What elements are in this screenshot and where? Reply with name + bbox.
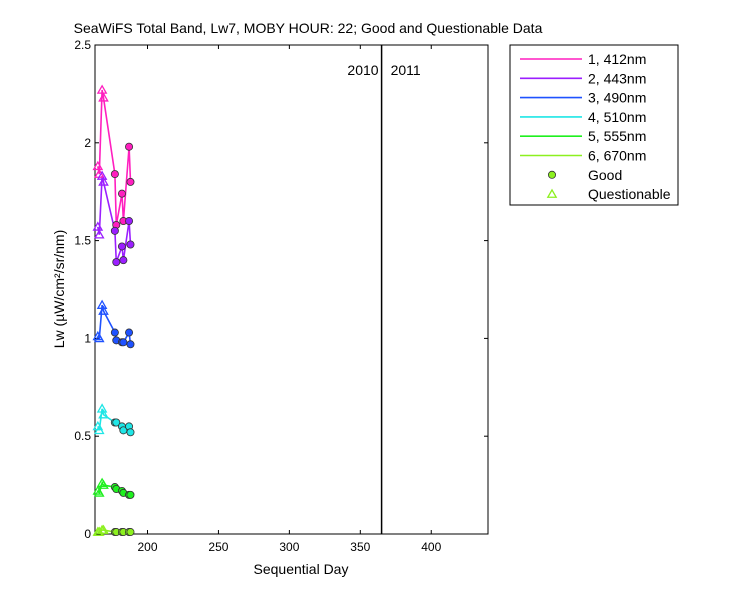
data-point-questionable (92, 160, 104, 171)
data-point-good (126, 528, 135, 537)
data-point-good (125, 328, 134, 337)
data-point-good (119, 256, 128, 265)
data-point-good (126, 340, 135, 349)
y-tick-label: 0.5 (74, 429, 91, 443)
x-tick-label: 200 (137, 540, 157, 554)
data-point-good (110, 226, 119, 235)
legend-label-good: Good (588, 167, 622, 183)
data-point-good (126, 428, 135, 437)
data-point-good (126, 490, 135, 499)
series-line-2 (97, 175, 132, 263)
y-tick-label: 1.5 (74, 234, 91, 248)
data-point-questionable (93, 487, 105, 497)
data-point-questionable (98, 305, 109, 315)
data-point-questionable (93, 424, 105, 435)
data-point-questionable (93, 229, 105, 239)
data-point-questionable (93, 526, 105, 536)
legend-label-1: 1, 412nm (588, 51, 646, 67)
legend-marker-questionable (546, 188, 558, 198)
y-axis-label: Lw (µW/cm²/sr/nm) (51, 230, 67, 349)
legend-label-questionable: Questionable (588, 186, 671, 202)
year-label-2010: 2010 (347, 62, 378, 78)
legend-box (509, 44, 679, 206)
legend: 1, 412nm 2, 443nm 3, 490nm 4, 510nm 5, 555nm… (509, 44, 679, 206)
data-point-good (110, 170, 119, 179)
data-point-good (112, 418, 121, 427)
y-tick-label: 2.5 (74, 38, 91, 52)
legend-label-3: 3, 490nm (588, 90, 646, 106)
data-point-good (117, 189, 126, 198)
x-axis: 200 250 300 350 400 (137, 45, 442, 554)
y-tick-label: 2 (84, 136, 91, 150)
data-point-questionable (92, 221, 104, 231)
data-point-good (125, 142, 134, 151)
data-point-questionable (98, 409, 109, 419)
legend-label-2: 2, 443nm (588, 70, 646, 86)
legend-label-6: 6, 670nm (588, 148, 646, 164)
data-point-questionable (96, 84, 108, 94)
data-point-questionable (98, 479, 109, 489)
data-point-good (119, 426, 128, 435)
series-line-1 (97, 89, 132, 226)
data-point-good (125, 217, 134, 226)
data-point-questionable (98, 176, 109, 186)
data-point-questionable (93, 332, 105, 343)
y-tick-label: 1 (84, 331, 91, 345)
year-label-2011: 2011 (391, 62, 421, 78)
x-axis-label: Sequential Day (254, 561, 349, 577)
y-axis: 0 0.5 1 1.5 2 2.5 (74, 38, 488, 541)
x-tick-label: 300 (279, 540, 299, 554)
y-tick-label: 0 (84, 527, 91, 541)
data-point-questionable (98, 524, 109, 534)
data-point-good (126, 240, 135, 249)
data-point-good (126, 177, 135, 186)
plot-area (94, 44, 489, 535)
legend-marker-good (548, 170, 557, 179)
legend-label-5: 5, 555nm (588, 128, 646, 144)
chart-title: SeaWiFS Total Band, Lw7, MOBY HOUR: 22; … (74, 20, 543, 36)
x-tick-label: 400 (421, 540, 441, 554)
series-markers (92, 84, 135, 537)
series-lines (97, 89, 132, 533)
data-point-good (110, 328, 119, 337)
data-point-good (117, 242, 126, 251)
x-tick-label: 350 (350, 540, 370, 554)
x-tick-label: 250 (208, 540, 228, 554)
data-point-good (119, 338, 128, 347)
legend-label-4: 4, 510nm (588, 109, 646, 125)
data-point-questionable (98, 92, 109, 102)
data-point-good (112, 258, 121, 267)
